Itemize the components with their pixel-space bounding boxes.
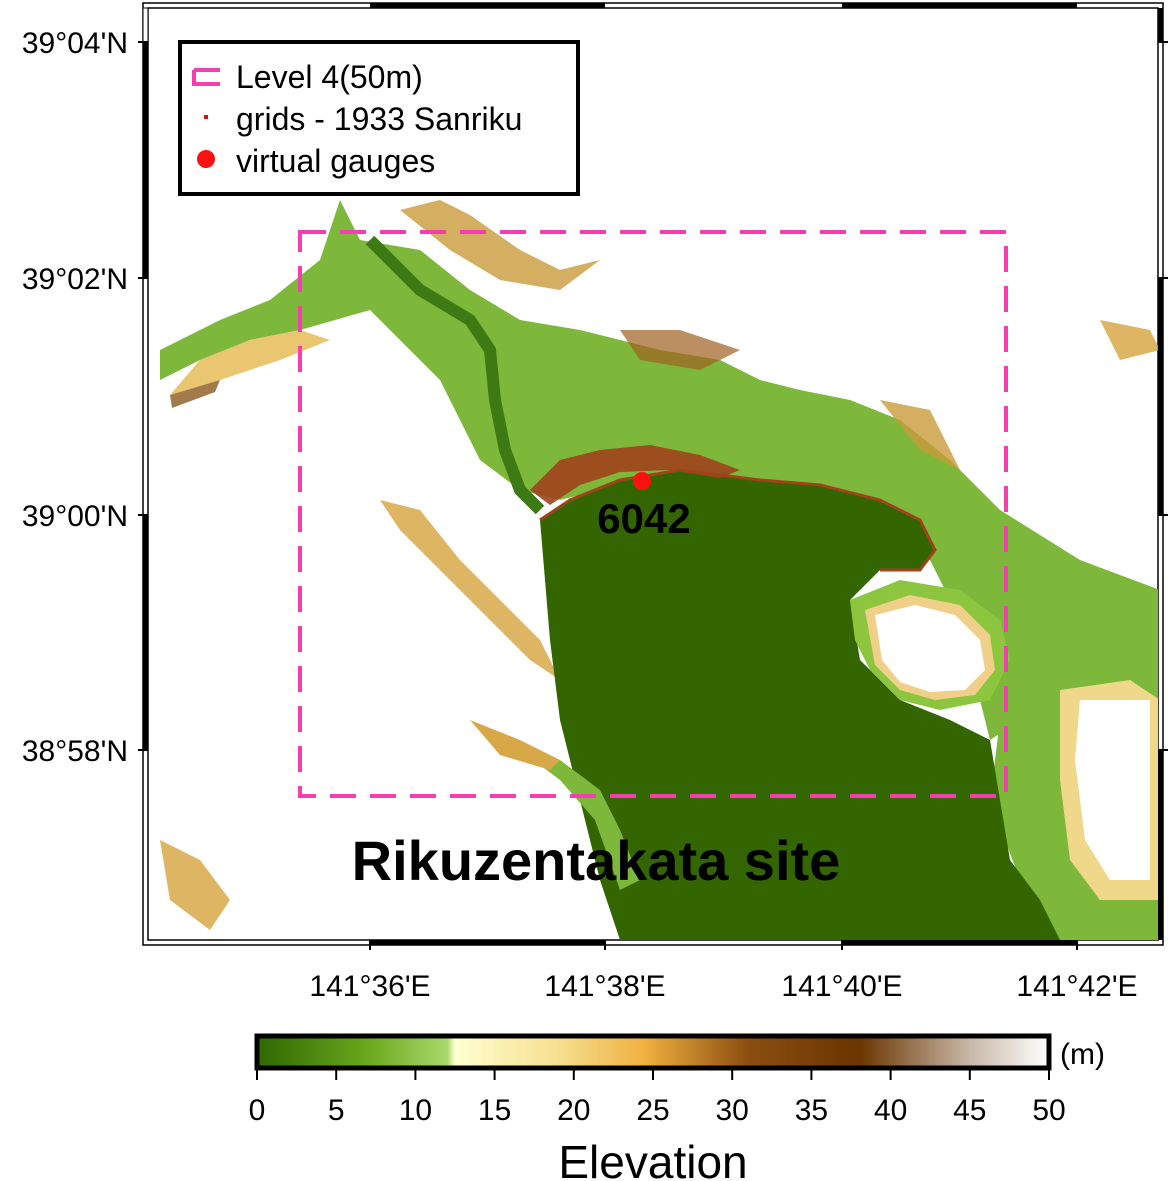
lat-tick-label: 39°04'N — [22, 27, 128, 60]
colorbar-tick-label: 0 — [249, 1094, 266, 1127]
lon-tick-label: 141°38'E — [544, 970, 665, 1003]
legend-item-label: grids - 1933 Sanriku — [236, 101, 522, 137]
site-label: Rikuzentakata site — [352, 829, 841, 892]
colorbar-tick-label: 45 — [953, 1094, 986, 1127]
colorbar-tick-label: 40 — [874, 1094, 907, 1127]
lon-tick-label: 141°42'E — [1016, 970, 1137, 1003]
colorbar-unit: (m) — [1060, 1038, 1105, 1071]
river-channel — [365, 235, 545, 515]
gauge-label: 6042 — [597, 495, 690, 542]
legend-grid-symbol — [204, 115, 208, 119]
colorbar-tick-label: 15 — [478, 1094, 511, 1127]
lat-tick-label: 39°02'N — [22, 263, 128, 296]
colorbar-tick-label: 30 — [716, 1094, 749, 1127]
legend-gauge-symbol — [197, 150, 215, 168]
map-content — [160, 200, 1158, 940]
bay-sea — [540, 470, 1060, 940]
lat-tick-marks — [138, 41, 1168, 751]
colorbar-tick-label: 20 — [557, 1094, 590, 1127]
colorbar-ticks: 0 5 10 15 20 25 30 35 40 45 50 — [249, 1068, 1066, 1127]
colorbar: (m) 0 5 10 15 20 25 30 35 40 45 50 Elevation — [249, 1033, 1105, 1181]
legend: Level 4(50m) grids - 1933 Sanriku virtua… — [178, 40, 580, 196]
lat-tick-label: 39°00'N — [22, 500, 128, 533]
lon-tick-marks — [369, 940, 1078, 950]
colorbar-title: Elevation — [558, 1136, 747, 1181]
legend-item-label: virtual gauges — [236, 143, 435, 179]
colorbar-tick-label: 5 — [328, 1094, 345, 1127]
lon-tick-label: 141°40'E — [781, 970, 902, 1003]
colorbar-gradient — [254, 1033, 1052, 1071]
legend-item-label: Level 4(50m) — [236, 59, 423, 95]
lat-tick-label: 38°58'N — [22, 735, 128, 768]
gauge-point — [633, 472, 651, 490]
colorbar-tick-label: 35 — [795, 1094, 828, 1127]
colorbar-tick-label: 50 — [1032, 1094, 1065, 1127]
town-area — [530, 445, 740, 505]
lon-tick-label: 141°36'E — [309, 970, 430, 1003]
colorbar-tick-label: 10 — [399, 1094, 432, 1127]
level4-box — [298, 230, 1008, 798]
legend-level4-symbol — [192, 68, 220, 86]
upland-fringe — [170, 330, 330, 395]
colorbar-tick-label: 25 — [636, 1094, 669, 1127]
